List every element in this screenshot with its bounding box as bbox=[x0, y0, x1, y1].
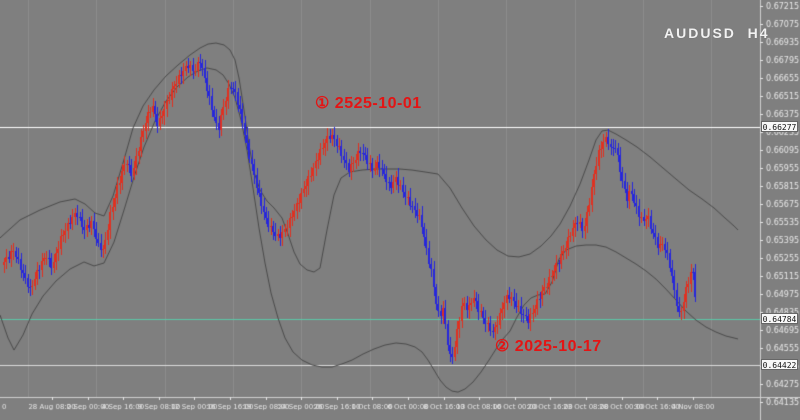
annotation-date-1: ① 2525-10-01 bbox=[315, 95, 422, 112]
symbol-timeframe-label: AUDUSD H4 bbox=[664, 25, 770, 41]
price-marker-level-2: 0.64422 bbox=[761, 359, 798, 370]
annotation-date-2: ② 2025-10-17 bbox=[495, 338, 602, 355]
price-marker-bid: 0.64784 bbox=[761, 313, 798, 324]
price-marker-level-1: 0.66277 bbox=[761, 121, 798, 132]
